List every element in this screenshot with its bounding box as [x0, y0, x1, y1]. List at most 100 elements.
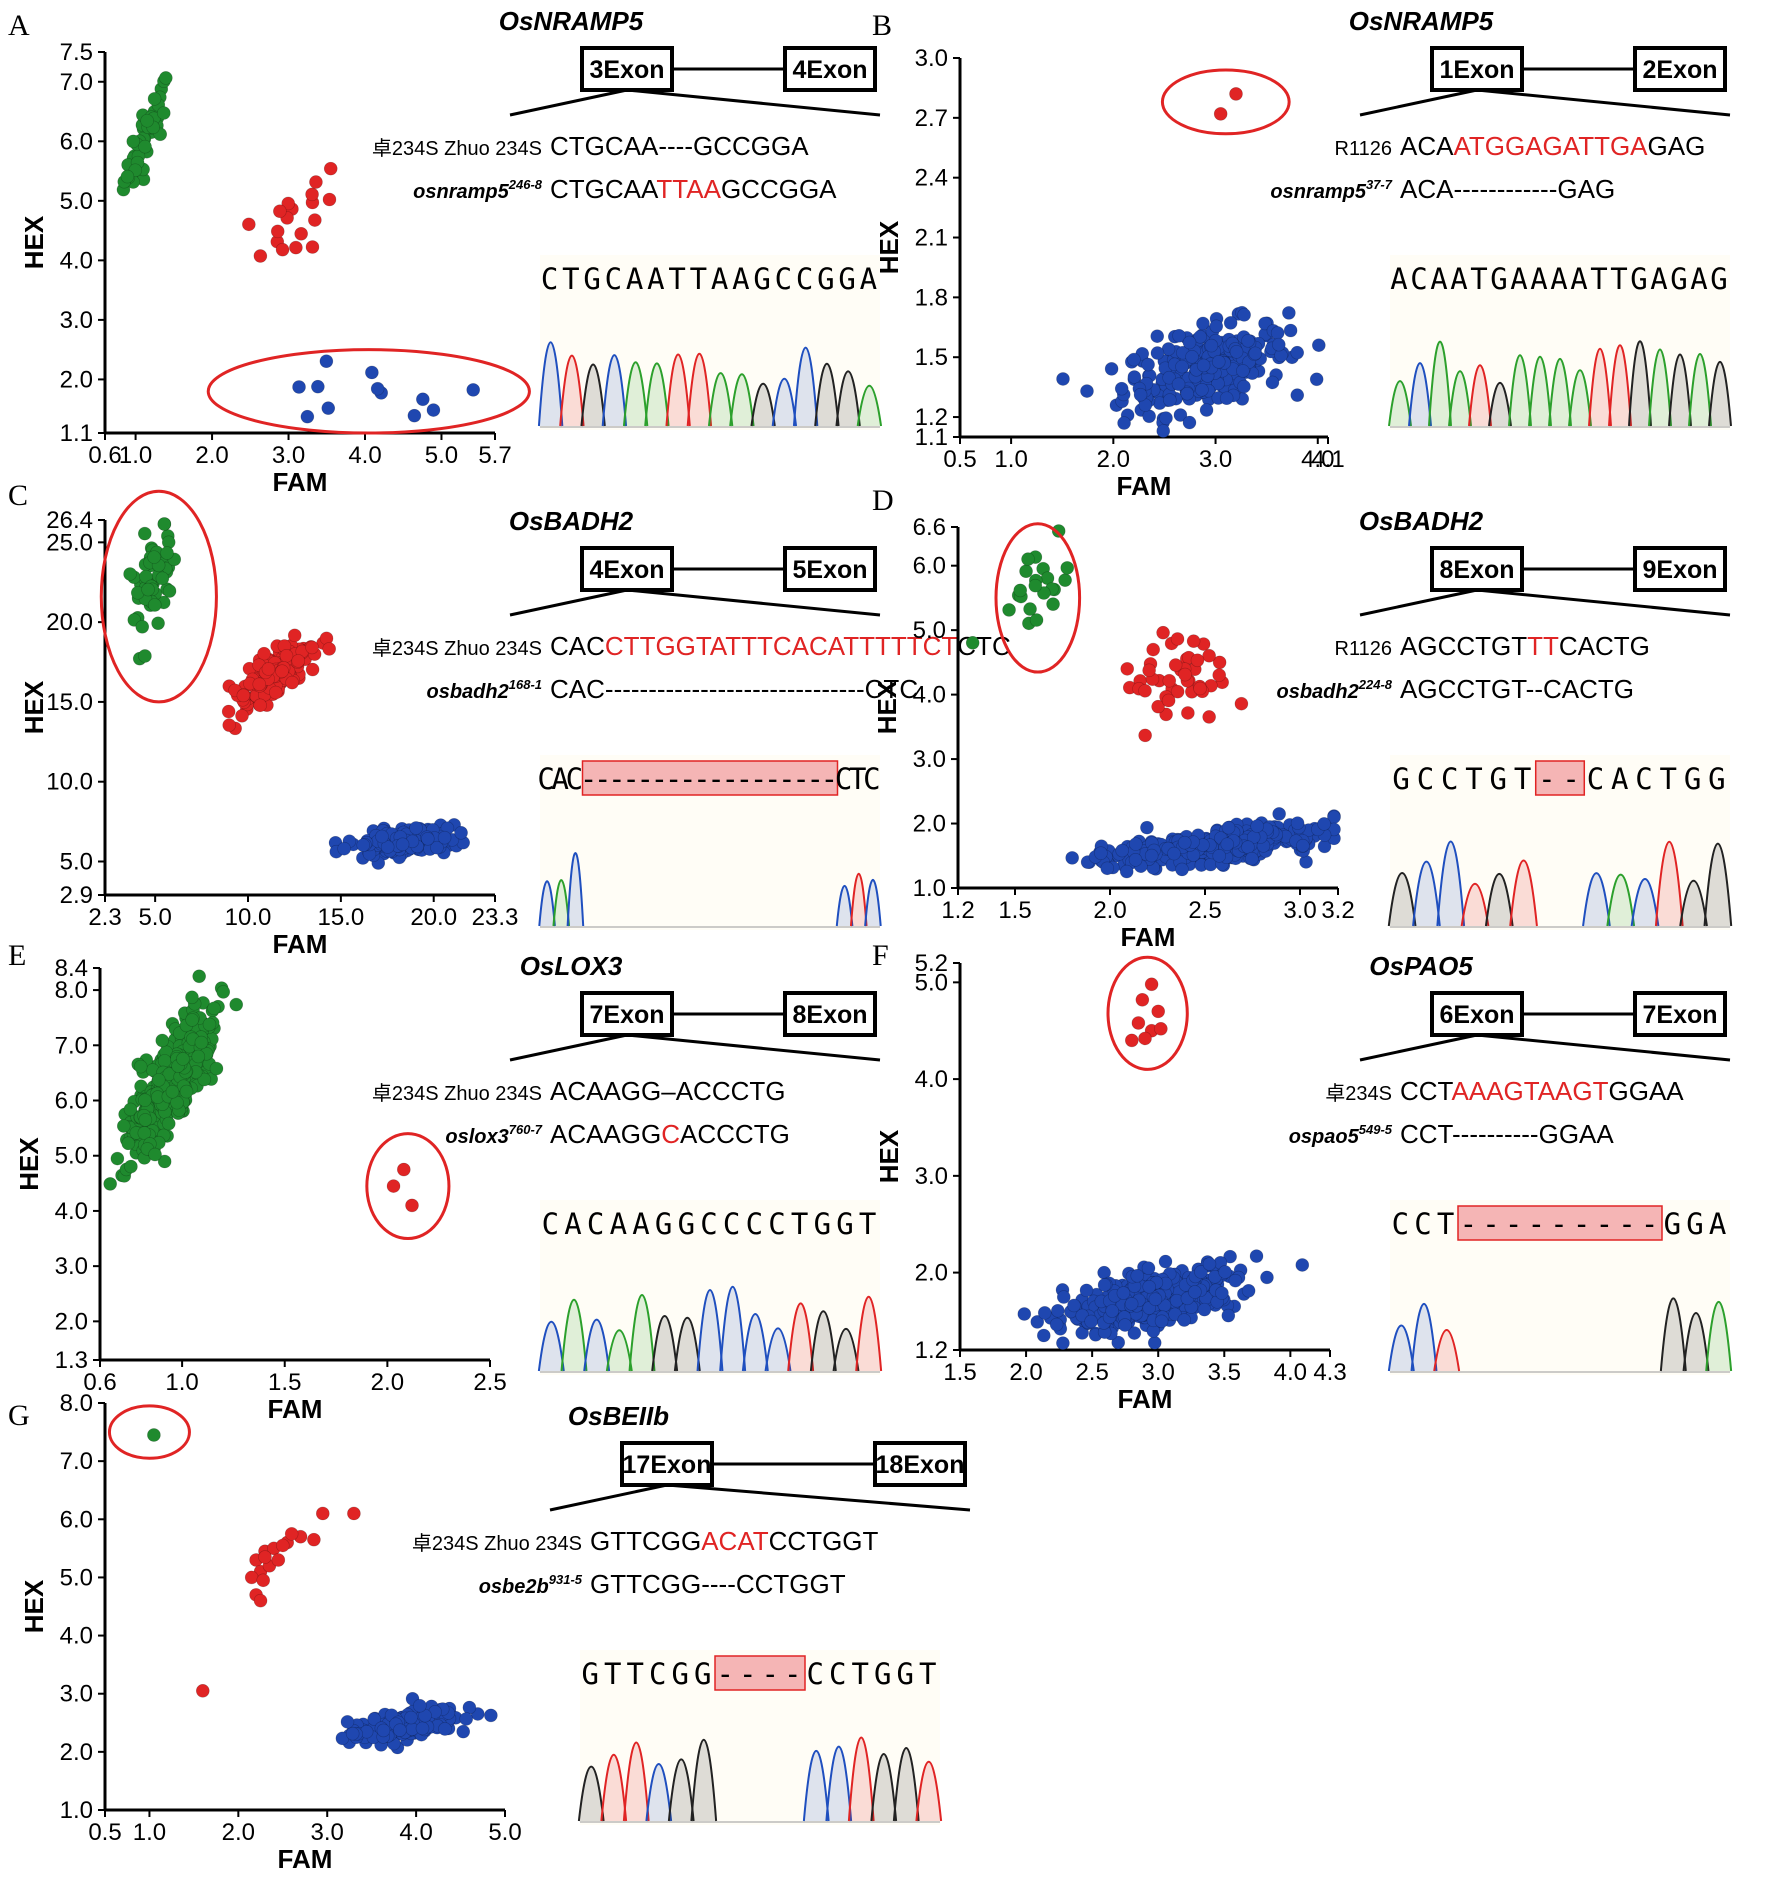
- gene-name: OsNRAMP5: [1349, 6, 1494, 36]
- data-point: [155, 1033, 170, 1048]
- sequence-segment: ACA: [1400, 174, 1454, 204]
- data-point: [456, 1724, 471, 1739]
- sequence-segment: GTTCGG: [590, 1526, 701, 1556]
- trace-peak: [835, 370, 861, 427]
- x-tick-label: 2.0: [1009, 1359, 1042, 1386]
- data-point: [416, 392, 430, 407]
- sequence-segment: CTTGGTATTTCACATTTTTCT: [605, 631, 957, 661]
- x-tick-label: 23.3: [472, 904, 519, 931]
- data-point: [1115, 843, 1129, 858]
- data-point: [1118, 1318, 1132, 1332]
- base-call: -: [807, 762, 826, 796]
- data-point: [1154, 1314, 1169, 1329]
- trace-peak: [1608, 344, 1632, 427]
- base-call: A: [1530, 262, 1549, 296]
- data-point: [1195, 383, 1209, 397]
- data-point: [396, 1162, 411, 1177]
- x-tick-label: 5.7: [478, 442, 511, 469]
- base-call: C: [723, 1207, 742, 1241]
- data-point: [147, 598, 162, 612]
- data-point: [1212, 849, 1227, 863]
- data-point: [1290, 816, 1305, 830]
- base-call: G: [753, 262, 772, 296]
- data-point: [151, 616, 165, 631]
- panel-g: G0.5 1.0 2.0 3.0 4.0 5.01.02.03.04.05.06.07.0…: [8, 1390, 971, 1874]
- mutant-label: osbe2b931-5: [479, 1572, 583, 1598]
- exon-right-label: 18Exon: [876, 1451, 965, 1479]
- base-call: -: [739, 1657, 758, 1691]
- sequence-segment: ACCCTG: [680, 1119, 790, 1149]
- data-point: [1172, 328, 1186, 343]
- x-tick-label: 20.0: [410, 904, 457, 931]
- y-tick-label: 6.0: [55, 1088, 88, 1115]
- data-point: [1028, 578, 1043, 593]
- data-point: [1295, 1258, 1310, 1272]
- panel-letter: G: [8, 1399, 30, 1432]
- chromatogram-background: [540, 255, 880, 430]
- base-call: -: [821, 762, 840, 796]
- base-call: T: [859, 1207, 878, 1241]
- exon-left-label: 17Exon: [623, 1451, 712, 1479]
- data-point: [1021, 552, 1035, 566]
- data-point: [1173, 408, 1188, 422]
- gene-name: OsBADH2: [509, 506, 634, 536]
- data-point: [291, 654, 306, 668]
- base-call: -: [717, 1657, 736, 1691]
- sequence-segment: GGAA: [1539, 1119, 1615, 1149]
- data-point: [1296, 838, 1310, 853]
- gene-name: OsNRAMP5: [499, 6, 644, 36]
- data-point: [147, 1428, 161, 1442]
- base-call: G: [672, 1657, 691, 1691]
- data-point: [157, 1054, 172, 1068]
- data-point: [1202, 1257, 1217, 1271]
- trace-peak: [729, 373, 755, 427]
- mutant-sequence: ACA------------GAG: [1400, 174, 1615, 204]
- data-point: [1190, 653, 1205, 668]
- y-tick-label: 4.0: [60, 1623, 93, 1650]
- data-point: [1196, 358, 1211, 373]
- data-point: [1161, 693, 1176, 708]
- sequence-segment: CAC: [550, 631, 605, 661]
- data-point: [1119, 864, 1134, 879]
- sequence-segment: ACAAGG: [550, 1119, 661, 1149]
- mutant-sequence: CAC------------------------------CTC: [550, 674, 918, 704]
- x-tick-label: 2.5: [1075, 1359, 1108, 1386]
- data-point: [1023, 602, 1037, 616]
- sequence-segment: ACAT: [701, 1526, 769, 1556]
- base-call: T: [562, 262, 581, 296]
- data-point: [1193, 329, 1207, 344]
- base-call: G: [655, 1207, 674, 1241]
- trace-peak: [673, 1317, 701, 1372]
- sequence-segment: --: [1526, 674, 1543, 704]
- data-point: [430, 840, 444, 855]
- y-tick-label: 1.0: [913, 875, 946, 902]
- data-point: [1178, 667, 1192, 682]
- mutant-label: osbadh2224-8: [1277, 677, 1393, 703]
- data-point: [165, 1084, 180, 1099]
- y-tick-label: 2.0: [60, 1739, 93, 1766]
- data-point: [1241, 334, 1255, 348]
- sequence-segment: ----------: [1452, 1119, 1539, 1149]
- data-point: [1202, 648, 1216, 663]
- x-tick-label: 1.0: [133, 1819, 166, 1846]
- mutant-name: osbadh2: [1277, 681, 1359, 703]
- base-call: A: [1430, 262, 1449, 296]
- data-point: [1311, 338, 1326, 352]
- data-point: [1177, 835, 1192, 850]
- base-call: A: [1611, 762, 1630, 796]
- trace-peak: [1630, 878, 1660, 927]
- y-tick-label: 7.0: [60, 1448, 93, 1475]
- base-call: G: [1392, 762, 1411, 796]
- y-tick-label: 1.0: [60, 1797, 93, 1824]
- gene-name: OsBEIIb: [568, 1401, 669, 1431]
- data-point: [135, 619, 150, 634]
- base-call: A: [647, 262, 666, 296]
- data-point: [126, 134, 141, 149]
- wild-type-sequence: CCTAAAGTAAGTGGAA: [1400, 1076, 1684, 1106]
- base-call: -: [722, 762, 741, 796]
- x-tick-label: 2.0: [195, 442, 228, 469]
- exon-right-label: 5Exon: [792, 556, 867, 584]
- panel-c: C 2.3 5.0 10.0 15.0 20.0 23.3 2.9 5.0 10.0 15.0 20.…: [8, 479, 1011, 959]
- data-point: [140, 113, 154, 128]
